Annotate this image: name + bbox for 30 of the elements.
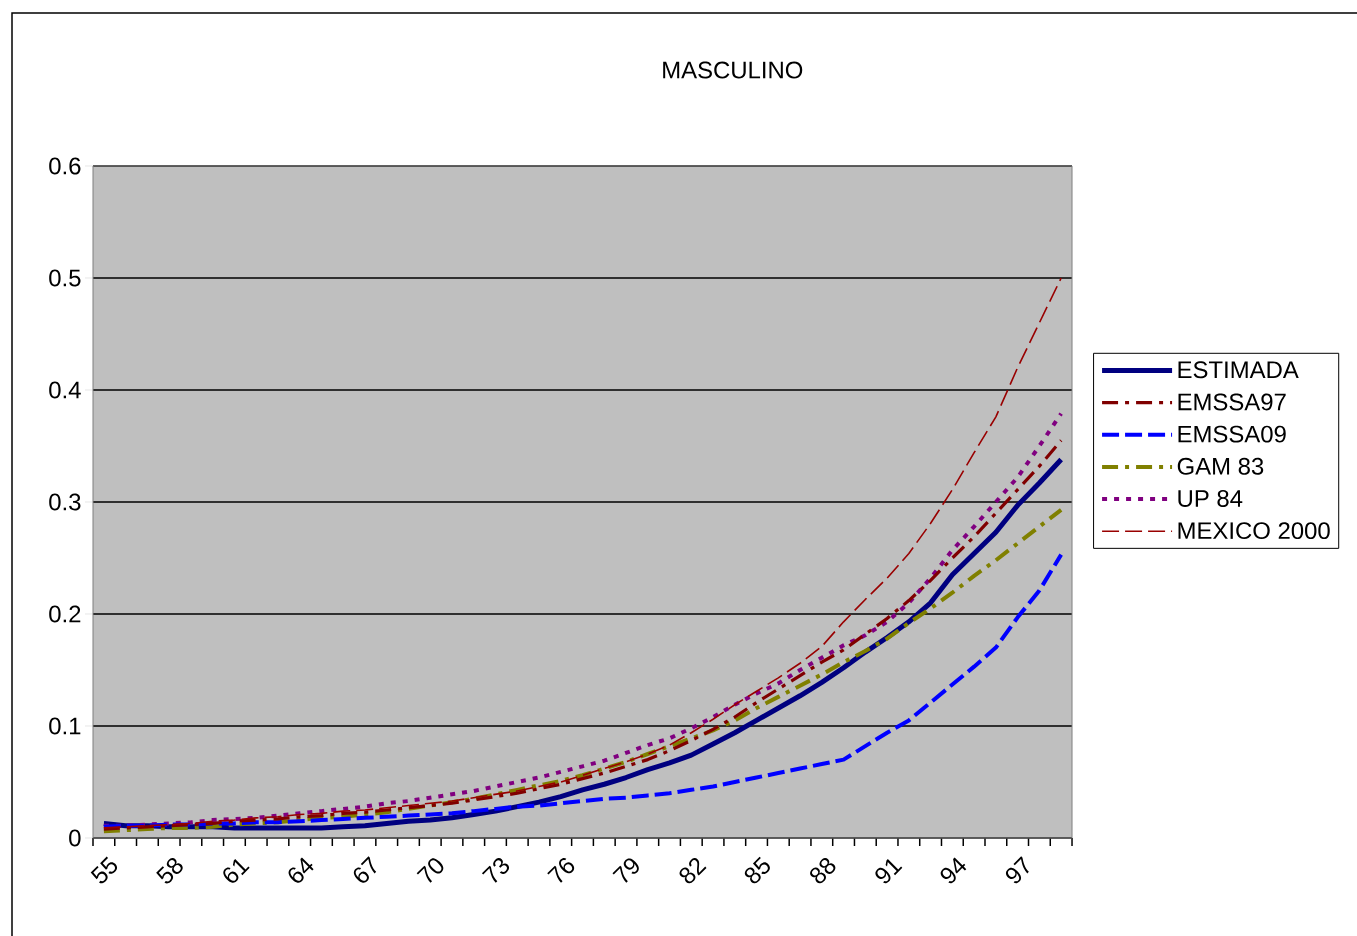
chart-title: MASCULINO — [663, 61, 803, 79]
y-tick-label: 0 — [69, 829, 81, 847]
y-tick-label: 0.6 — [49, 157, 81, 175]
y-tick-label: 0.4 — [49, 381, 81, 399]
x-tick-label: 61 — [223, 859, 250, 883]
legend-label: MEXICO 2000 — [1178, 522, 1330, 540]
x-tick-label: 70 — [416, 858, 444, 883]
x-tick-label: 79 — [612, 858, 639, 883]
x-tick-label: 55 — [90, 856, 118, 884]
line-series — [101, 552, 1064, 829]
x-tick-label: 73 — [481, 858, 510, 883]
x-tick-label: 88 — [810, 858, 836, 884]
x-tick-label: 64 — [288, 857, 314, 883]
x-tick-label: 97 — [1005, 856, 1029, 884]
x-tick-label: 82 — [679, 858, 707, 884]
x-tick-label: 67 — [353, 856, 377, 883]
x-tick-label: 85 — [744, 856, 770, 884]
x-tick-label: 58 — [156, 858, 183, 884]
y-tick-label: 0.2 — [49, 605, 81, 623]
y-tick-label: 0.1 — [49, 717, 81, 735]
x-tick-label: 91 — [875, 859, 903, 884]
legend-label: GAM 83 — [1177, 457, 1264, 475]
legend-label: UP 84 — [1178, 490, 1243, 507]
legend-label: EMSSA97 — [1178, 393, 1286, 411]
y-tick-label: 0.3 — [49, 493, 81, 511]
x-tick-label: 76 — [547, 858, 575, 883]
legend-label: EMSSA09 — [1178, 425, 1286, 443]
legend-label: ESTIMADA — [1178, 361, 1299, 379]
y-tick-label: 0.5 — [49, 269, 81, 287]
x-tick-label: 94 — [940, 857, 967, 884]
